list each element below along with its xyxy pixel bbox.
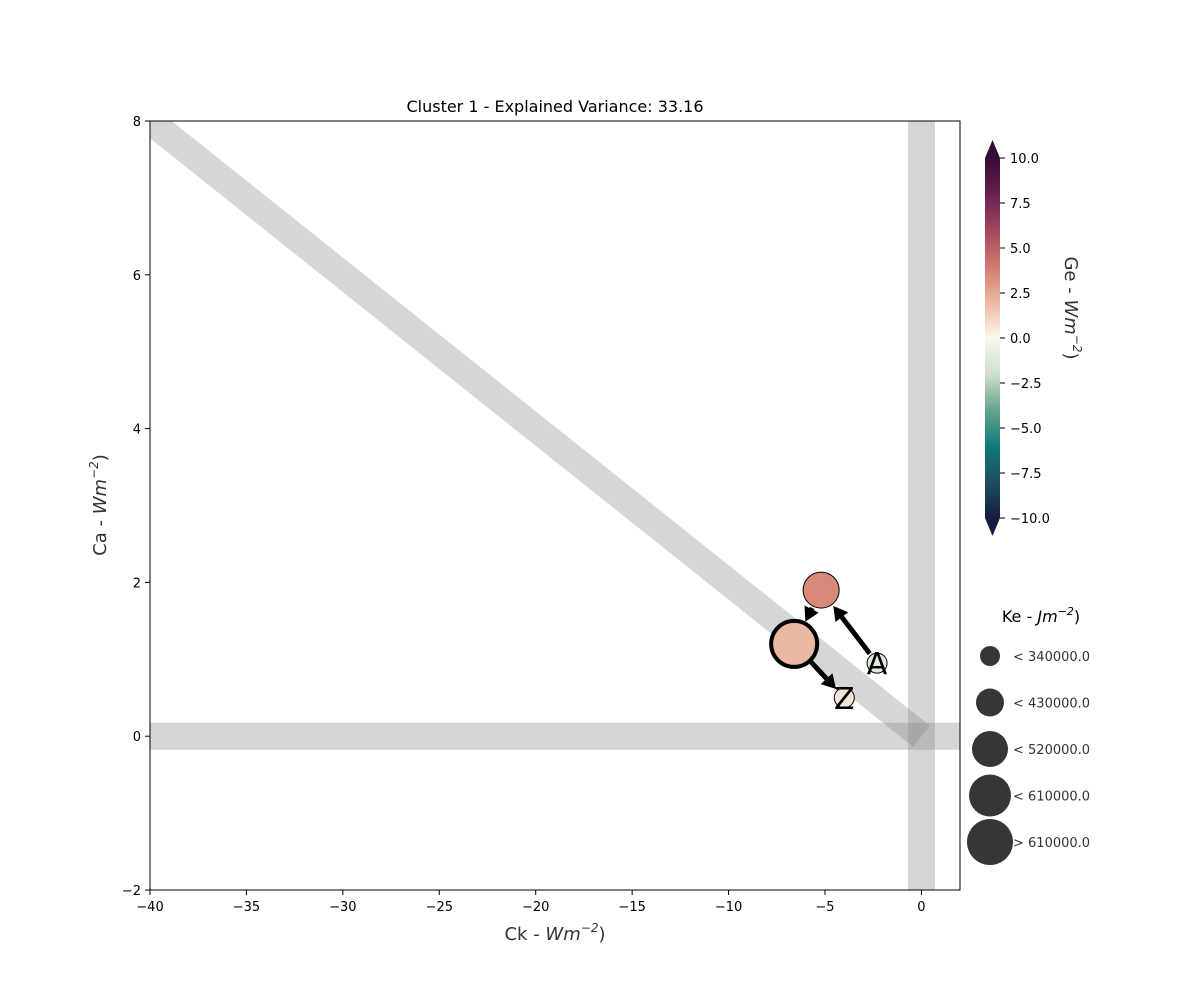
arrow-head [820, 673, 837, 689]
x-tick-label: −10 [715, 900, 742, 915]
chart-title: Cluster 1 - Explained Variance: 33.16 [406, 97, 703, 116]
colorbar-tick-label: −2.5 [1010, 377, 1042, 392]
y-tick-label: 4 [133, 423, 141, 438]
point-label-A: A [867, 647, 888, 682]
size-legend-title-text: Ke - [1002, 607, 1037, 626]
size-legend-marker [972, 731, 1008, 767]
x-tick-label: −15 [618, 900, 645, 915]
size-legend-entry-5: > 610000.0 [967, 819, 1090, 865]
size-legend-title-exp: −2 [1058, 605, 1074, 618]
data-point-1: A [866, 647, 888, 682]
arrow-shaft [809, 660, 829, 681]
size-legend-marker [980, 646, 1000, 666]
colorbar-tick-label: −10.0 [1010, 512, 1050, 527]
x-tick-label: −20 [522, 900, 549, 915]
arrow-shaft [839, 615, 872, 656]
trajectory-arrows [804, 605, 872, 689]
size-legend-label: > 610000.0 [1013, 836, 1090, 851]
plot-frame [149, 120, 961, 891]
size-legend-title: Ke - Jm−2) [1002, 605, 1080, 626]
size-legend: < 340000.0 < 430000.0 < 520000.0 < 610000.0… [967, 646, 1090, 865]
data-point-3 [769, 618, 820, 669]
y-axis-label-text: Ca - [90, 514, 111, 556]
x-axis-label-unit: Wm [545, 924, 580, 945]
x-axis-label-close: ) [598, 924, 605, 945]
trajectory-arrow-3 [809, 660, 837, 689]
size-legend-marker [969, 774, 1011, 817]
point-label-Z: Z [834, 682, 855, 717]
size-legend-label: < 430000.0 [1013, 697, 1090, 712]
size-legend-label: < 610000.0 [1013, 790, 1090, 805]
arrow-head [804, 605, 819, 622]
colorbar-label-exp: −2 [1070, 335, 1084, 353]
point-marker [833, 687, 855, 709]
colorbar-label-close: ) [1060, 352, 1081, 359]
size-legend-marker [976, 688, 1004, 717]
size-legend-marker [967, 819, 1013, 865]
y-axis-ticks: −2 0 2 4 6 8 [122, 115, 150, 899]
point-marker [802, 571, 840, 609]
y-tick-label: 2 [133, 576, 141, 591]
x-axis-label: Ck - Wm−2) [504, 921, 605, 945]
size-legend-title-close: ) [1074, 607, 1080, 626]
colorbar-label-text: Ge - [1060, 256, 1081, 299]
y-tick-label: −2 [122, 884, 141, 899]
arrow-head [833, 605, 849, 622]
y-axis-label: Ca - Wm−2) [87, 454, 111, 556]
x-axis-label-exp: −2 [581, 921, 599, 935]
colorbar-extend-max [985, 140, 1000, 158]
y-tick-label: 8 [133, 115, 141, 130]
x-tick-label: −25 [426, 900, 453, 915]
colorbar-label-unit: Wm [1060, 299, 1081, 334]
point-marker [866, 652, 888, 674]
x-tick-label: −35 [233, 900, 260, 915]
trajectory-arrow-1 [833, 605, 872, 656]
colorbar-gradient [985, 158, 1000, 518]
colorbar: 10.0 7.5 5.0 2.5 0.0 −2.5 −5.0 −7.5 −10.0 [985, 140, 1050, 536]
size-legend-title-unit: Jm [1034, 607, 1057, 626]
arrow-shaft [809, 606, 815, 611]
size-legend-entry-1: < 340000.0 [980, 646, 1090, 666]
point-marker [769, 618, 820, 669]
size-legend-entry-4: < 610000.0 [969, 774, 1090, 817]
colorbar-tick-label: 10.0 [1010, 152, 1039, 167]
colorbar-tick-label: 2.5 [1010, 287, 1031, 302]
colorbar-tick-label: 7.5 [1010, 197, 1031, 212]
x-tick-label: −40 [136, 900, 163, 915]
size-legend-label: < 520000.0 [1013, 743, 1090, 758]
trajectory-arrow-2 [804, 605, 819, 622]
y-tick-label: 6 [133, 269, 141, 284]
colorbar-tick-label: 0.0 [1010, 332, 1031, 347]
data-point-4: Z [833, 682, 855, 717]
x-tick-label: −5 [815, 900, 834, 915]
y-axis-label-unit: Wm [90, 479, 111, 514]
colorbar-tick-label: −7.5 [1010, 467, 1042, 482]
colorbar-label: Ge - Wm−2) [1060, 256, 1084, 359]
size-legend-entry-2: < 430000.0 [976, 688, 1090, 717]
x-axis-ticks: −40 −35 −30 −25 −20 −15 −10 −5 0 [136, 890, 926, 915]
data-points: AZ [769, 571, 888, 717]
colorbar-tick-label: −5.0 [1010, 422, 1042, 437]
size-legend-entry-3: < 520000.0 [972, 731, 1090, 767]
size-legend-label: < 340000.0 [1013, 650, 1090, 665]
plot-area [150, 121, 960, 890]
x-axis-label-text: Ck - [504, 924, 545, 945]
x-tick-label: −30 [329, 900, 356, 915]
colorbar-extend-min [985, 518, 1000, 536]
y-axis-label-close: ) [90, 454, 111, 461]
y-axis-label-exp: −2 [87, 461, 101, 479]
colorbar-tick-label: 5.0 [1010, 242, 1031, 257]
x-tick-label: 0 [917, 900, 925, 915]
y-tick-label: 0 [133, 730, 141, 745]
data-point-2 [802, 571, 840, 609]
